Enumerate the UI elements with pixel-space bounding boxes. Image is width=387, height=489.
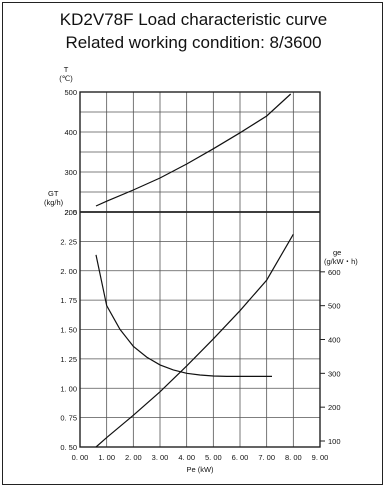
tick-label-gt: 2. 25 (60, 237, 77, 246)
tick-label-x: 3. 00 (152, 453, 169, 462)
tick-label-x: 8. 00 (285, 453, 302, 462)
chart-subtitle: Related working condition: 8/3600 (65, 33, 322, 52)
tick-label-t: 400 (64, 128, 77, 137)
tick-label-x: 2. 00 (125, 453, 142, 462)
tick-label-ge: 400 (328, 336, 341, 345)
tick-label-t: 500 (64, 88, 77, 97)
series-line-gt (95, 233, 294, 448)
chart-title: KD2V78F Load characteristic curve (59, 10, 328, 29)
tick-label-x: 9. 00 (312, 453, 329, 462)
axis-label-ge: ge (333, 248, 341, 257)
tick-label-gt: 1. 50 (60, 326, 77, 335)
tick-label-gt: 0. 75 (60, 414, 77, 423)
tick-label-ge: 300 (328, 369, 341, 378)
axis-unit-ge: (g/kW・h) (324, 257, 358, 266)
axis-label-x: Pe (kW) (186, 465, 214, 474)
tick-label-t: 300 (64, 168, 77, 177)
axis-unit-gt: (kg/h) (44, 198, 64, 207)
tick-label-gt: 2. 00 (60, 267, 77, 276)
tick-label-t: 200 (64, 208, 77, 217)
tick-label-x: 4. 00 (178, 453, 195, 462)
tick-label-ge: 600 (328, 268, 341, 277)
tick-label-gt: 1. 00 (60, 384, 77, 393)
tick-label-gt: 2. 5 (64, 208, 77, 217)
tick-label-x: 7. 00 (258, 453, 275, 462)
axis-label-gt: GT (48, 189, 59, 198)
tick-label-x: 6. 00 (232, 453, 249, 462)
plot-border (79, 91, 321, 448)
tick-label-x: 1. 00 (98, 453, 115, 462)
tick-label-ge: 200 (328, 403, 341, 412)
series-line-ge (95, 254, 272, 377)
tick-label-gt: 0. 50 (60, 443, 77, 452)
series-line-t (95, 93, 292, 207)
tick-label-ge: 100 (328, 437, 341, 446)
tick-label-x: 5. 00 (205, 453, 222, 462)
tick-label-x: 0. 00 (72, 453, 89, 462)
axis-unit-t: (℃) (59, 74, 73, 83)
tick-label-ge: 500 (328, 302, 341, 311)
axis-label-t: T (64, 65, 69, 74)
tick-label-gt: 1. 75 (60, 296, 77, 305)
tick-label-gt: 1. 25 (60, 355, 77, 364)
